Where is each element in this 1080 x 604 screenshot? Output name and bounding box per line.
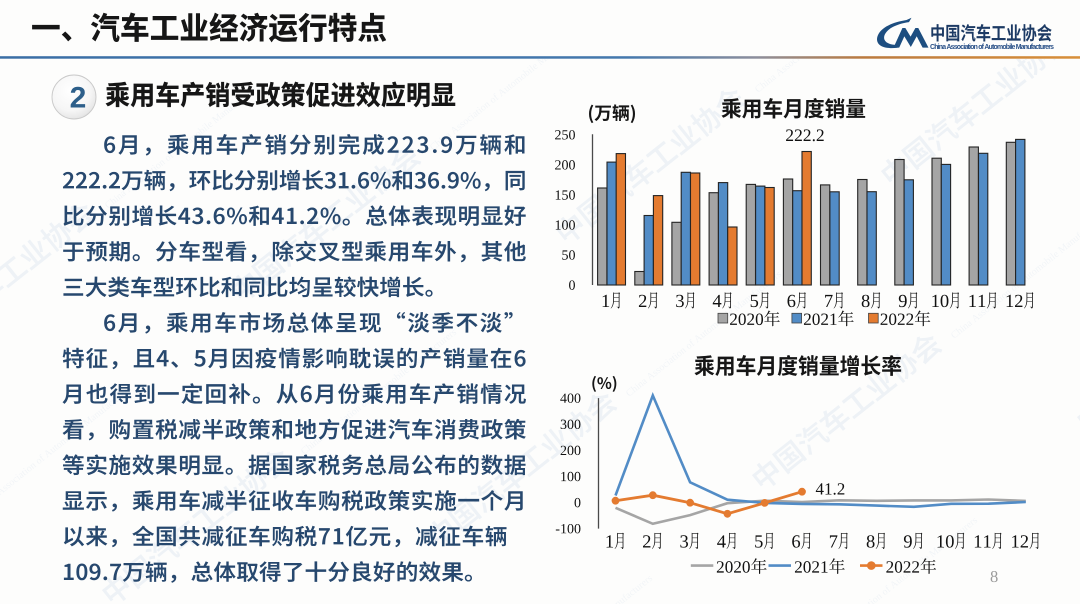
svg-text:China Association of Automobil: China Association of Automobile Manufact… bbox=[930, 44, 1054, 51]
svg-text:2: 2 bbox=[70, 82, 87, 115]
